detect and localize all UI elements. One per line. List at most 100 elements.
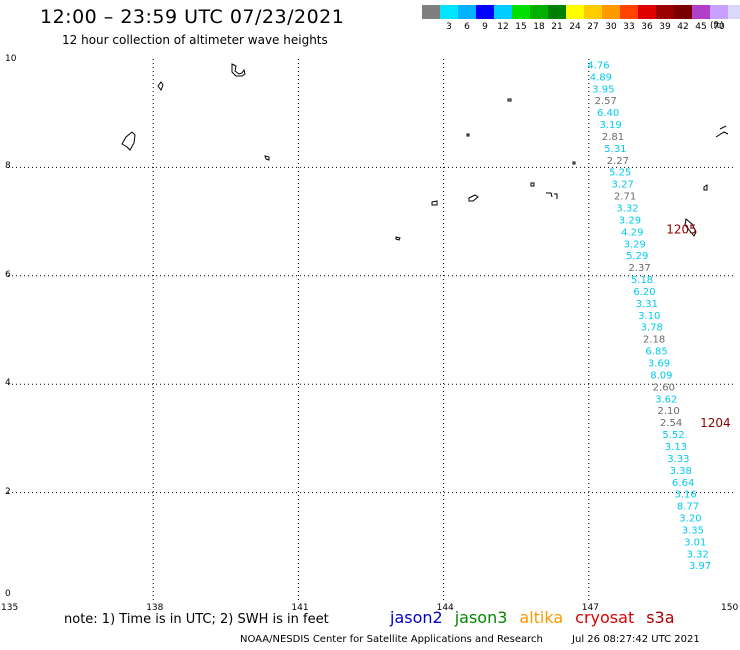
island bbox=[466, 133, 470, 137]
island bbox=[546, 192, 558, 199]
legend-jason2: jason2 bbox=[390, 608, 443, 627]
swh-value: 2.18 bbox=[643, 335, 665, 346]
swh-value: 2.27 bbox=[607, 156, 629, 167]
swh-value: 3.32 bbox=[616, 204, 638, 215]
x-tick-label: 150 bbox=[721, 603, 739, 613]
swh-value: 3.69 bbox=[648, 359, 670, 370]
color-swatch bbox=[476, 5, 494, 19]
island bbox=[264, 155, 270, 161]
color-scale-tick: 27 bbox=[587, 22, 599, 32]
color-scale-tick: 21 bbox=[551, 22, 563, 32]
swh-value: 5.18 bbox=[631, 275, 653, 286]
color-scale-tick: 70 bbox=[713, 22, 725, 32]
x-tick-label: 141 bbox=[291, 603, 309, 613]
color-swatch bbox=[440, 5, 458, 19]
swh-value: 3.13 bbox=[665, 442, 687, 453]
swh-value: 3.38 bbox=[670, 466, 692, 477]
swh-value: 3.31 bbox=[636, 299, 658, 310]
y-tick-label: 10 bbox=[5, 54, 17, 64]
legend-jason3: jason3 bbox=[454, 608, 508, 627]
color-scale-bar bbox=[422, 5, 740, 19]
chart-title: 12:00 – 23:59 UTC 07/23/2021 bbox=[40, 6, 345, 28]
color-scale-tick: 12 bbox=[497, 22, 509, 32]
swh-value: 3.16 bbox=[674, 490, 696, 501]
pass-labels: 1205 1204 bbox=[666, 223, 730, 430]
swh-value: 8.09 bbox=[650, 370, 672, 381]
swh-value: 3.20 bbox=[679, 514, 701, 525]
color-swatch bbox=[674, 5, 692, 19]
x-tick-label: 135 bbox=[1, 603, 19, 613]
swh-value: 3.32 bbox=[687, 549, 709, 560]
color-swatch bbox=[530, 5, 548, 19]
island bbox=[395, 236, 401, 241]
color-swatch bbox=[422, 5, 440, 19]
swh-value: 4.76 bbox=[587, 60, 609, 71]
island bbox=[715, 125, 729, 138]
swh-value: 3.95 bbox=[592, 84, 614, 95]
legend-s3a: s3a bbox=[646, 608, 675, 627]
y-tick-label: 2 bbox=[5, 486, 11, 497]
swh-value: 2.71 bbox=[614, 192, 636, 203]
color-swatch bbox=[620, 5, 638, 19]
swh-value: 4.89 bbox=[590, 72, 612, 83]
color-swatch bbox=[638, 5, 656, 19]
swh-value: 3.62 bbox=[655, 394, 677, 405]
swh-value: 3.78 bbox=[641, 323, 663, 334]
footer-timestamp: Jul 26 08:27:42 UTC 2021 bbox=[572, 634, 700, 645]
swh-value: 3.29 bbox=[624, 239, 646, 250]
swh-value: 5.31 bbox=[604, 144, 626, 155]
swh-value: 4.29 bbox=[621, 227, 643, 238]
legend-cryosat: cryosat bbox=[575, 608, 635, 627]
island bbox=[231, 63, 246, 77]
color-swatch bbox=[494, 5, 512, 19]
color-scale-tick: 3 bbox=[446, 22, 452, 32]
swh-value: 3.29 bbox=[619, 215, 641, 226]
color-scale-labels: 3 6 9 12 15 18 21 24 27 30 33 36 39 42 45 70 bbox=[422, 21, 728, 33]
color-swatch bbox=[656, 5, 674, 19]
pass-time-label: 1205 bbox=[666, 223, 697, 237]
color-scale-tick: 15 bbox=[515, 22, 527, 32]
x-tick-label: 147 bbox=[581, 603, 599, 613]
swh-value: 2.37 bbox=[628, 263, 650, 274]
swh-value: 3.27 bbox=[612, 180, 634, 191]
color-scale-tick: 45 bbox=[695, 22, 707, 32]
swh-value: 2.60 bbox=[653, 382, 675, 393]
color-swatch bbox=[512, 5, 530, 19]
color-scale-tick: 39 bbox=[659, 22, 671, 32]
color-scale-tick: 36 bbox=[641, 22, 653, 32]
swh-value: 5.29 bbox=[626, 251, 648, 262]
swh-value: 5.52 bbox=[662, 430, 684, 441]
y-tick-label: 4 bbox=[5, 378, 11, 389]
swh-value: 6.40 bbox=[597, 108, 619, 119]
color-swatch bbox=[584, 5, 602, 19]
swh-value: 6.20 bbox=[633, 287, 655, 298]
swh-value: 3.01 bbox=[684, 537, 706, 548]
island bbox=[468, 194, 479, 202]
color-scale-tick: 30 bbox=[605, 22, 617, 32]
swh-track: 4.764.893.952.576.403.192.815.312.275.25… bbox=[587, 60, 711, 572]
island bbox=[121, 131, 136, 151]
color-scale-tick: 33 bbox=[623, 22, 635, 32]
y-tick-label: 0 bbox=[5, 589, 11, 599]
island bbox=[157, 81, 164, 92]
swh-value: 2.57 bbox=[595, 96, 617, 107]
y-tick-label: 8 bbox=[5, 161, 11, 172]
swh-value: 3.35 bbox=[682, 525, 704, 536]
island bbox=[431, 200, 438, 206]
color-swatch bbox=[458, 5, 476, 19]
color-swatch bbox=[566, 5, 584, 19]
swh-value: 3.97 bbox=[689, 561, 711, 572]
color-swatch bbox=[548, 5, 566, 19]
island bbox=[684, 218, 697, 237]
island bbox=[572, 161, 576, 165]
swh-value: 2.54 bbox=[660, 418, 682, 429]
island-outlines bbox=[121, 63, 729, 241]
island bbox=[703, 184, 708, 191]
island bbox=[530, 182, 535, 187]
island bbox=[507, 98, 512, 102]
color-scale-tick bbox=[422, 21, 440, 33]
x-tick-label: 144 bbox=[436, 603, 454, 613]
swh-value: 5.25 bbox=[609, 168, 631, 179]
color-swatch bbox=[602, 5, 620, 19]
color-scale-tick: 18 bbox=[533, 22, 545, 32]
